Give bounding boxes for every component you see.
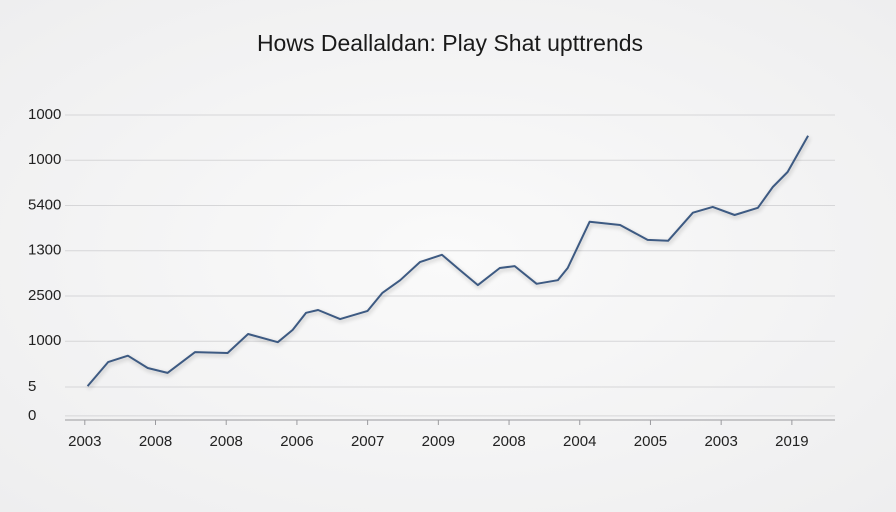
y-tick-label: 1300 [28,242,61,259]
x-tick-label: 2005 [634,433,667,450]
y-tick-label: 1000 [28,106,61,123]
x-tick-label: 2007 [351,433,384,450]
x-tick-label: 2008 [210,433,243,450]
x-tick-label: 2003 [704,433,737,450]
chart-title: Hows Deallaldan: Play Shat upttrends [257,30,643,56]
x-tick-label: 2003 [68,433,101,450]
y-tick-label: 5 [28,378,36,395]
x-tick-label: 2009 [422,433,455,450]
y-tick-label: 1000 [28,332,61,349]
y-tick-label: 1000 [28,151,61,168]
y-tick-label: 2500 [28,287,61,304]
x-tick-label: 2004 [563,433,596,450]
y-tick-label: 0 [28,407,36,424]
x-tick-label: 2008 [139,433,172,450]
data-line [86,135,809,387]
x-tick-label: 2006 [280,433,313,450]
x-tick-label: 2008 [492,433,525,450]
y-tick-label: 5400 [28,196,61,213]
x-tick-label: 2019 [775,433,808,450]
